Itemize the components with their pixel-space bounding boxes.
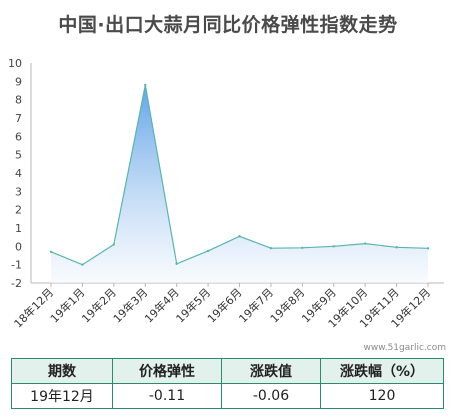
summary-table: 期数 价格弹性 涨跌值 涨跌幅（%） 19年12月 -0.11 -0.06 12… xyxy=(11,358,444,409)
data-point xyxy=(332,245,335,248)
y-tick-label: 9 xyxy=(15,75,22,88)
y-tick-label: 8 xyxy=(15,94,22,107)
data-point xyxy=(426,247,430,250)
price-elasticity-chart: -2-101234567891018年12月19年1月19年2月19年3月19年… xyxy=(8,57,444,330)
y-tick-label: 1 xyxy=(15,222,22,235)
x-tick-label: 18年12月 xyxy=(11,285,56,330)
data-point xyxy=(175,262,178,265)
y-tick-label: 10 xyxy=(8,57,22,70)
data-point xyxy=(269,246,273,250)
cell-change-percent: 120 xyxy=(320,383,444,409)
watermark: www.51garlic.com xyxy=(363,343,446,353)
y-tick-label: -2 xyxy=(11,277,22,290)
data-point xyxy=(144,83,147,87)
series-area xyxy=(51,85,428,283)
data-point xyxy=(81,263,84,266)
y-tick-label: 7 xyxy=(15,112,22,125)
y-tick-label: 4 xyxy=(15,167,22,180)
header-elasticity: 价格弹性 xyxy=(112,358,222,384)
y-tick-label: 6 xyxy=(15,130,22,143)
y-tick-label: 3 xyxy=(15,185,22,198)
data-point xyxy=(363,242,367,245)
summary-data-row: 19年12月 -0.11 -0.06 120 xyxy=(11,383,444,409)
data-point xyxy=(301,246,304,249)
y-tick-label: 2 xyxy=(15,204,22,217)
data-point xyxy=(395,246,398,249)
y-tick-label: 5 xyxy=(15,149,22,162)
header-change-percent: 涨跌幅（%） xyxy=(320,358,444,384)
data-point xyxy=(238,235,241,238)
header-change-value: 涨跌值 xyxy=(221,358,321,384)
data-point xyxy=(206,249,210,253)
y-tick-label: 0 xyxy=(15,240,22,253)
y-tick-label: -1 xyxy=(11,259,22,272)
cell-elasticity: -0.11 xyxy=(112,383,222,409)
chart-title: 中国·出口大蒜月同比价格弹性指数走势 xyxy=(58,14,398,36)
cell-period: 19年12月 xyxy=(11,383,113,409)
summary-header-row: 期数 价格弹性 涨跌值 涨跌幅（%） xyxy=(11,358,444,384)
header-period: 期数 xyxy=(11,358,113,384)
data-point xyxy=(112,243,116,246)
data-point xyxy=(49,250,53,254)
cell-change-value: -0.06 xyxy=(221,383,321,409)
